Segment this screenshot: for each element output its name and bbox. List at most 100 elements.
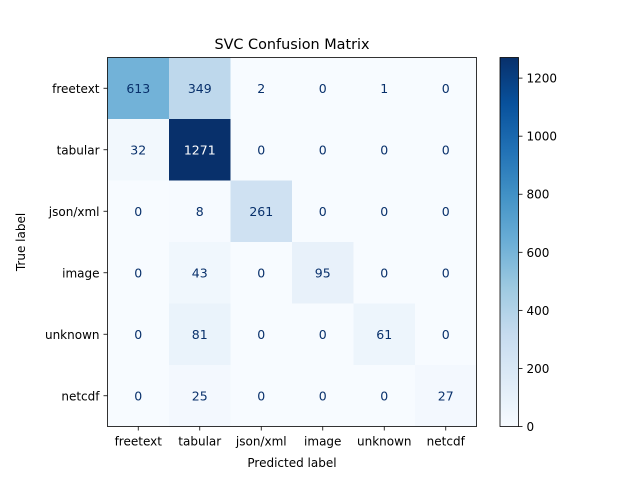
colorbar [499,57,519,427]
matrix-cell [169,119,231,181]
matrix-cell [230,242,293,304]
matrix-cell [415,365,477,427]
cell-value-label: 1 [380,81,388,96]
cell-value-label: 2 [257,81,265,96]
cell-value-label: 1271 [184,142,216,157]
cell-value-label: 0 [319,327,327,342]
matrix-cell [230,365,293,427]
x-axis-ticks: freetext tabular json/xml image unknown netcd… [115,426,466,449]
colorbar-ticks: 0 200 400 600 800 1000 1200 [518,72,558,434]
chart-title: SVC Confusion Matrix [214,37,370,53]
cell-value-label: 0 [380,142,388,157]
y-axis-ticks: freetext tabular json/xml image unknown netcd… [45,82,108,403]
x-tick-label: tabular [178,435,221,449]
colorbar-tick-label: 200 [527,362,550,376]
cell-value-label: 43 [192,265,208,280]
matrix-cell [292,242,354,304]
matrix-frame [107,57,477,427]
matrix-cell [169,365,231,427]
cell-value-label: 0 [319,81,327,96]
matrix-cell [230,180,293,243]
x-tick-label: freetext [115,435,163,449]
cell-value-label: 0 [134,204,142,219]
matrix-cell [353,119,416,181]
matrix-cell [169,303,231,366]
cell-value-label: 81 [192,327,208,342]
matrix-cell [353,57,416,120]
y-tick-label: tabular [57,143,100,157]
cell-value-label: 0 [380,265,388,280]
matrix-cell [292,303,354,366]
cell-value-label: 0 [319,388,327,403]
x-tick-label: unknown [357,435,412,449]
x-tick-label: json/xml [235,435,287,449]
cell-value-label: 8 [196,204,204,219]
matrix-cell [292,180,354,243]
x-tick-label: netcdf [427,435,466,449]
colorbar-tick-label: 1000 [527,130,558,144]
cell-value-label: 0 [134,265,142,280]
y-tick-label: json/xml [48,205,100,219]
cell-value-label: 25 [192,388,208,403]
matrix-cell [292,365,354,427]
cell-value-label: 0 [134,388,142,403]
cell-value-label: 0 [442,265,450,280]
matrix-cell [415,119,477,181]
matrix-cell [169,242,231,304]
matrix-cell [107,57,170,120]
cell-value-label: 0 [134,327,142,342]
cell-value-label: 32 [130,142,146,157]
cell-value-label: 0 [442,142,450,157]
matrix-cell [292,119,354,181]
cell-value-label: 95 [315,265,331,280]
matrix-cell [353,242,416,304]
matrix-cell [169,180,231,243]
x-axis-label: Predicted label [247,456,336,470]
cell-value-label: 0 [380,388,388,403]
cell-value-label: 613 [126,81,150,96]
colorbar-tick-label: 600 [527,246,550,260]
y-tick-label: freetext [52,82,100,96]
y-tick-label: netcdf [61,389,100,403]
cell-value-label: 0 [442,204,450,219]
x-tick-label: image [304,435,341,449]
cell-value-label: 0 [257,265,265,280]
colorbar-tick-label: 0 [527,420,535,434]
cell-value-label: 61 [376,327,392,342]
cell-value-label: 0 [257,327,265,342]
matrix-cell [353,365,416,427]
matrix-cell [415,57,477,120]
matrix-cell [107,119,170,181]
matrix-cell [107,242,170,304]
cell-value-label: 0 [257,142,265,157]
matrix-cell [415,180,477,243]
cell-value-label: 0 [380,204,388,219]
matrix-cell-labels: 613 349 2 0 1 0 32 1271 0 0 0 0 0 8 261 0 0 0 0 43 0 95 0 0 0 81 0… [126,81,453,404]
cell-value-label: 349 [188,81,212,96]
matrix-cells [107,57,477,427]
cell-value-label: 261 [249,204,273,219]
cell-value-label: 27 [438,388,454,403]
y-tick-label: image [62,266,99,280]
cell-value-label: 0 [442,81,450,96]
matrix-cell [107,303,170,366]
matrix-cell [230,119,293,181]
cell-value-label: 0 [319,204,327,219]
cell-value-label: 0 [442,327,450,342]
matrix-cell [353,303,416,366]
matrix-cell [292,57,354,120]
cell-value-label: 0 [319,142,327,157]
colorbar-tick-label: 800 [527,188,550,202]
matrix-cell [169,57,231,120]
y-tick-label: unknown [45,328,100,342]
matrix-cell [230,303,293,366]
y-axis-label: True label [14,213,28,272]
matrix-cell [230,57,293,120]
matrix-cell [107,180,170,243]
matrix-cell [415,242,477,304]
colorbar-tick-label: 400 [527,304,550,318]
cell-value-label: 0 [257,388,265,403]
matrix-cell [415,303,477,366]
matrix-cell [353,180,416,243]
